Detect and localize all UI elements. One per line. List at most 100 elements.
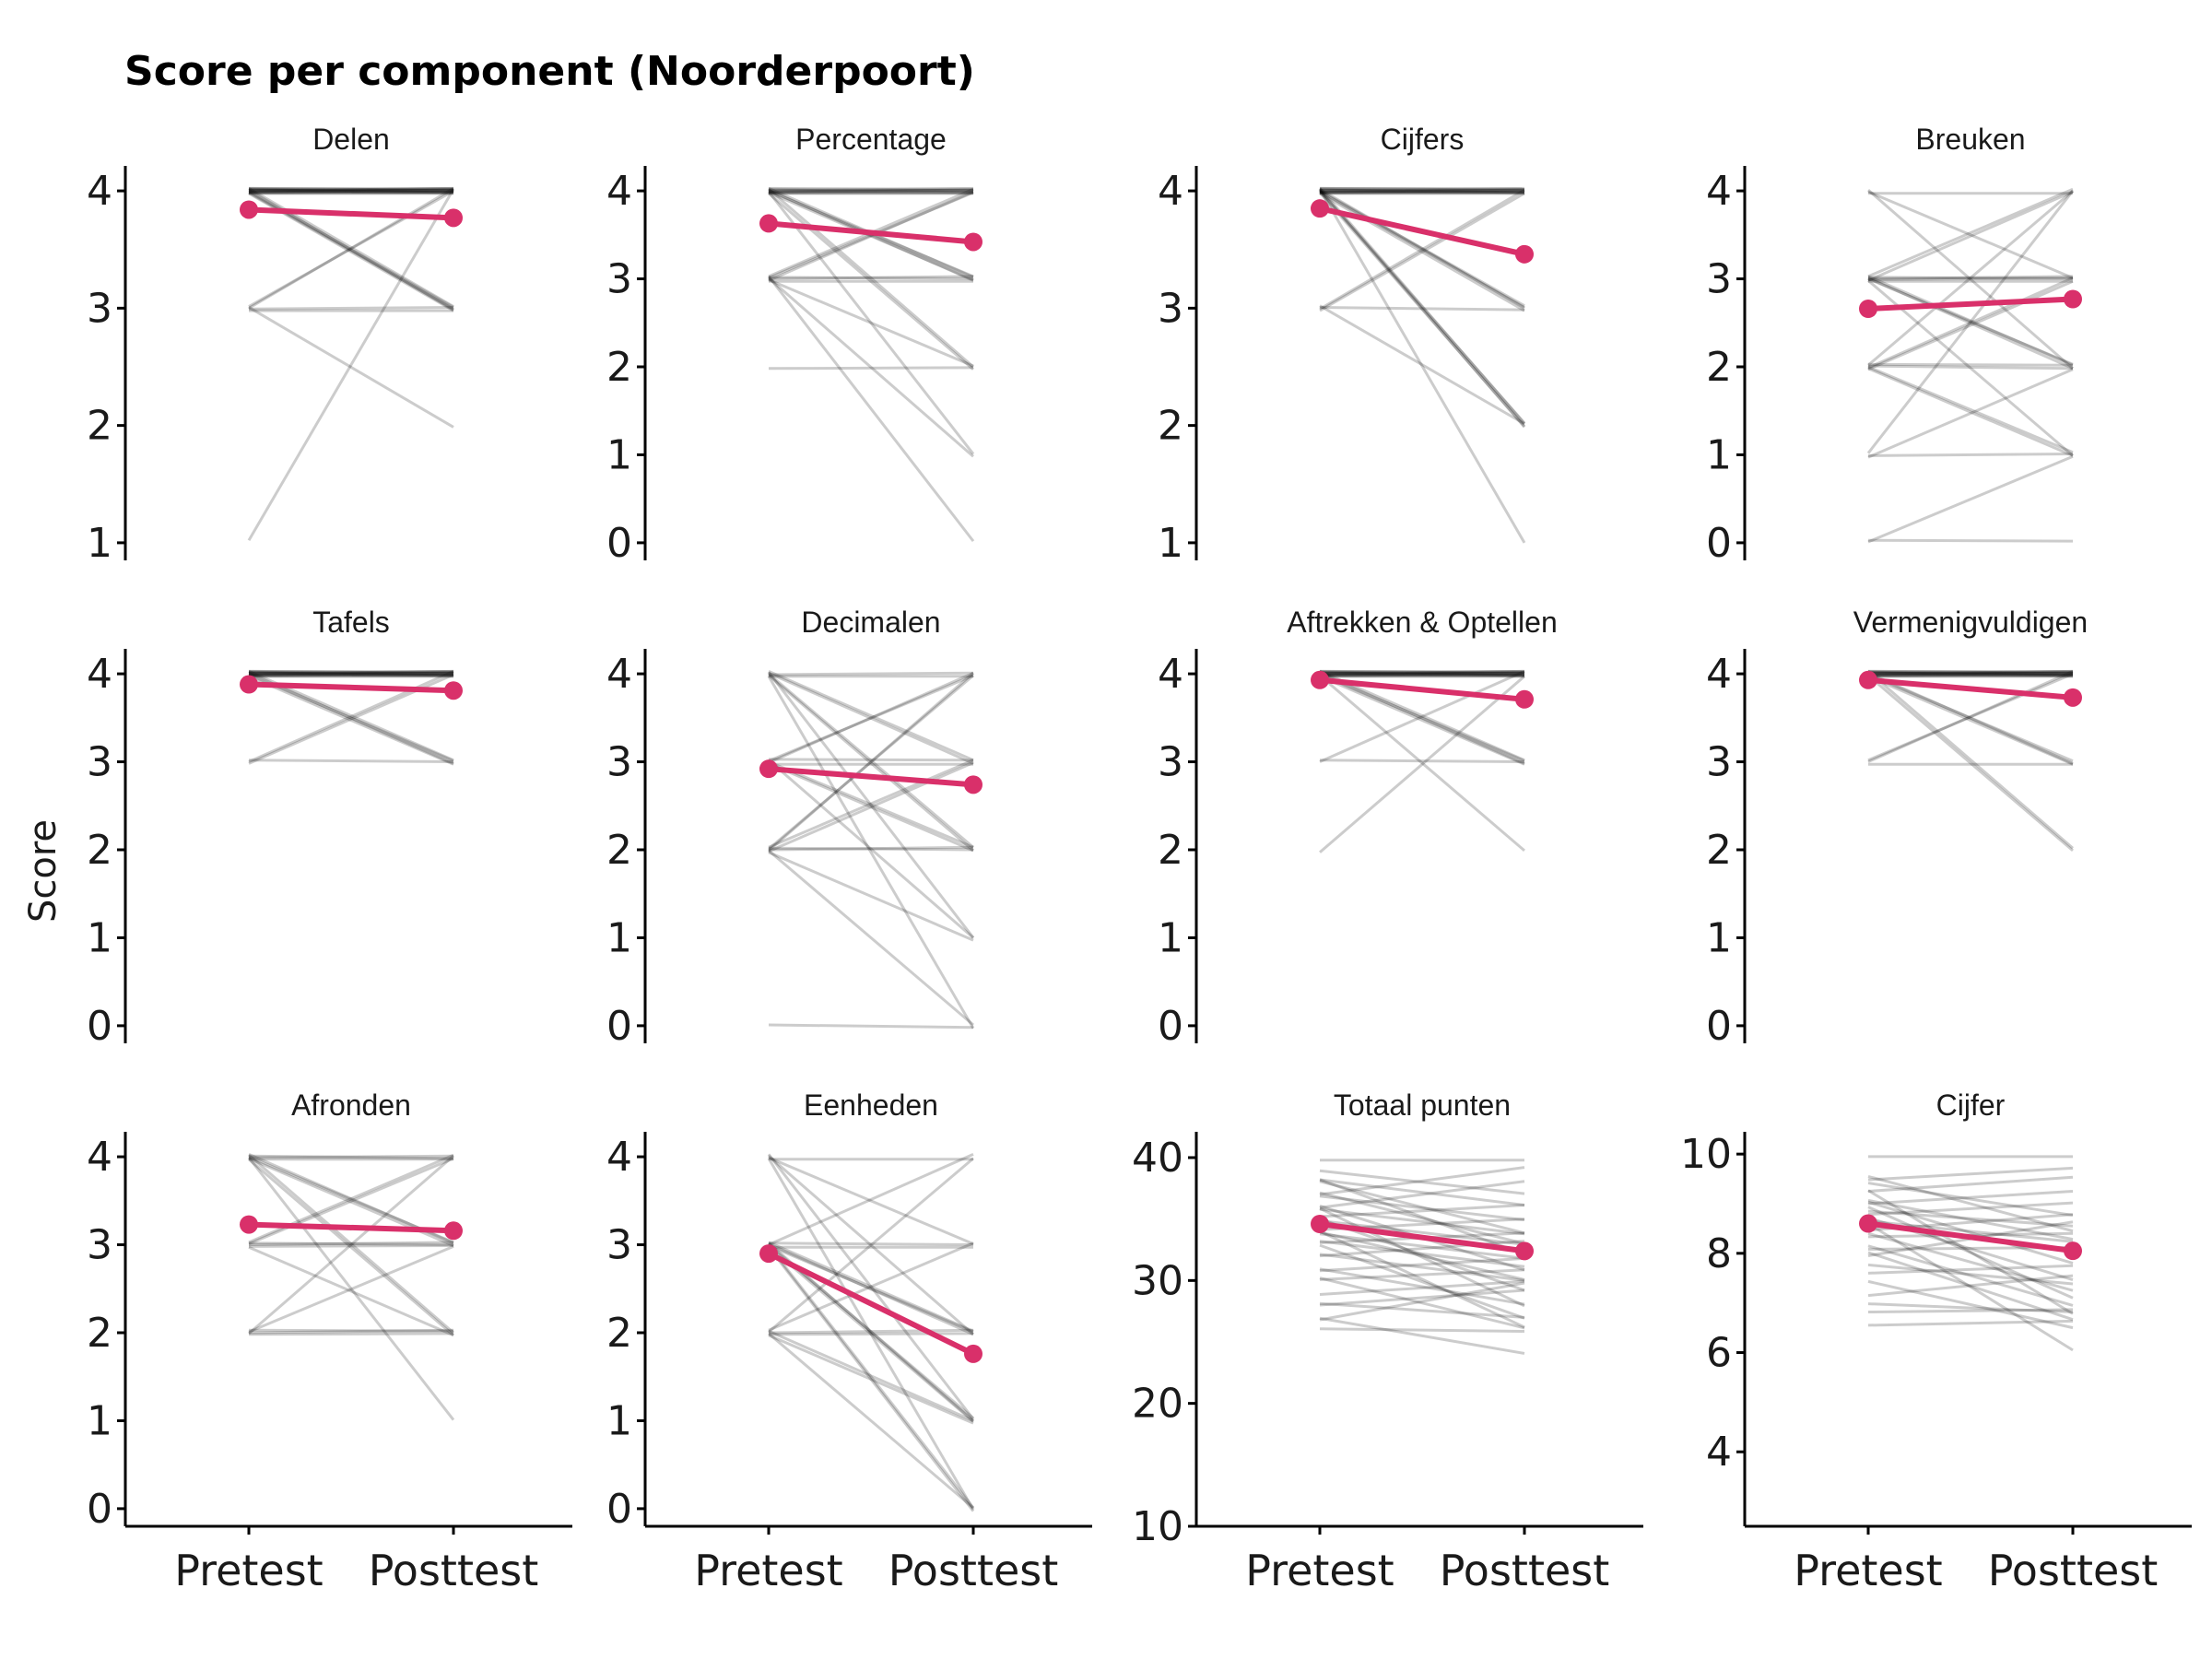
student-line [1867, 1231, 2074, 1292]
y-tick-label: 20 [1132, 1381, 1183, 1428]
y-tick-label: 30 [1132, 1257, 1183, 1304]
student-line [1319, 1194, 1525, 1222]
y-tick-label: 4 [606, 168, 632, 215]
mean-point-posttest [1515, 244, 1534, 264]
student-line [248, 1157, 454, 1246]
student-line [248, 669, 454, 674]
student-line [768, 1156, 974, 1246]
y-tick-label: 2 [87, 403, 112, 450]
facet-breuken: Breuken 0 1 2 3 4 [1706, 123, 2082, 567]
student-line [248, 671, 454, 677]
student-line [1319, 673, 1525, 677]
y-tick-label: 3 [606, 256, 632, 303]
facet-tafels: Tafels 0 1 2 3 4 [87, 606, 463, 1050]
y-axis-label: Score [22, 819, 65, 923]
facet-cijfer: Cijfer 4 6 8 10 Pretest Posttest [1680, 1088, 2192, 1595]
y-tick-label: 1 [606, 1397, 632, 1444]
student-line [248, 669, 454, 676]
student-line [1867, 364, 2074, 371]
student-line [248, 1332, 454, 1336]
y-tick-label: 4 [1158, 168, 1183, 215]
y-tick-label: 3 [87, 1222, 112, 1269]
student-line [1319, 186, 1525, 191]
y-tick-label: 0 [1706, 1003, 1732, 1050]
student-line [1319, 675, 1525, 766]
student-line [1319, 670, 1525, 676]
student-line [767, 671, 975, 939]
student-line [248, 189, 454, 308]
y-tick-label: 40 [1132, 1135, 1183, 1182]
student-line [768, 278, 974, 368]
student-line [1319, 1316, 1525, 1355]
student-line [768, 186, 974, 191]
facet-title: Afronden [291, 1088, 411, 1122]
student-line [248, 670, 454, 676]
student-line [1319, 1204, 1525, 1218]
y-tick-label: 4 [87, 168, 112, 215]
facet-title: Breuken [1915, 123, 2025, 156]
mean-point-posttest [444, 1221, 463, 1241]
facet-cijfers: Cijfers 1 2 3 4 [1158, 123, 1534, 567]
y-tick-label: 1 [1706, 431, 1732, 478]
student-line [1319, 190, 1525, 194]
mean-point-posttest [2064, 688, 2082, 707]
y-tick-label: 1 [606, 431, 632, 478]
student-line [1319, 669, 1525, 674]
student-line [248, 305, 454, 311]
student-line [768, 275, 974, 281]
student-line [1319, 1166, 1525, 1196]
student-line [1319, 1301, 1525, 1319]
student-line [248, 1154, 454, 1159]
mean-point-pretest [240, 1215, 258, 1234]
student-line [1319, 1207, 1525, 1236]
student-line [768, 1155, 974, 1335]
student-line [768, 851, 974, 942]
student-line [768, 671, 974, 677]
y-tick-label: 6 [1706, 1330, 1732, 1377]
mean-point-posttest [444, 681, 463, 700]
y-tick-label: 1 [87, 914, 112, 961]
student-line [1867, 669, 2074, 674]
student-line [768, 1241, 974, 1333]
facet-aftrekken-optellen: Aftrekken & Optellen 0 1 2 3 4 [1158, 606, 1558, 1050]
student-line [1867, 1189, 2074, 1315]
mean-point-pretest [759, 1244, 778, 1264]
facet-title: Eenheden [804, 1088, 938, 1122]
mean-line [248, 681, 454, 694]
student-line [1319, 192, 1525, 312]
student-line [248, 673, 454, 763]
student-line [767, 1153, 975, 1420]
student-line [767, 1244, 975, 1509]
student-line [1867, 190, 2074, 282]
student-line [1867, 1264, 2074, 1275]
student-line [1867, 670, 2074, 850]
facet-title: Cijfer [1936, 1088, 2006, 1122]
student-line [1867, 1175, 2074, 1194]
student-line [768, 1242, 974, 1336]
facet-eenheden: Eenheden 0 1 2 3 4 Pretest Posttest [606, 1088, 1092, 1595]
student-line [1319, 1230, 1525, 1281]
student-line [768, 761, 974, 853]
mean-point-pretest [1859, 670, 1877, 689]
student-line [1319, 1180, 1525, 1209]
x-tick-label: Posttest [888, 1546, 1059, 1595]
student-line [768, 276, 974, 458]
student-line [1319, 759, 1525, 764]
student-line [1867, 673, 2074, 677]
y-tick-label: 2 [606, 827, 632, 874]
mean-line [248, 1221, 454, 1234]
student-line [248, 673, 454, 677]
student-line [767, 191, 975, 455]
student-line [1867, 1206, 2074, 1300]
y-tick-label: 3 [606, 739, 632, 786]
student-line [1867, 276, 2074, 281]
student-line [248, 1328, 454, 1335]
mean-point-posttest [964, 232, 982, 252]
student-line [1867, 1166, 2074, 1182]
facet-title: Totaal punten [1334, 1088, 1511, 1122]
student-line [248, 187, 454, 193]
student-line [768, 186, 974, 193]
student-line [1319, 670, 1525, 676]
y-tick-label: 1 [87, 1397, 112, 1444]
student-line [768, 1329, 974, 1422]
